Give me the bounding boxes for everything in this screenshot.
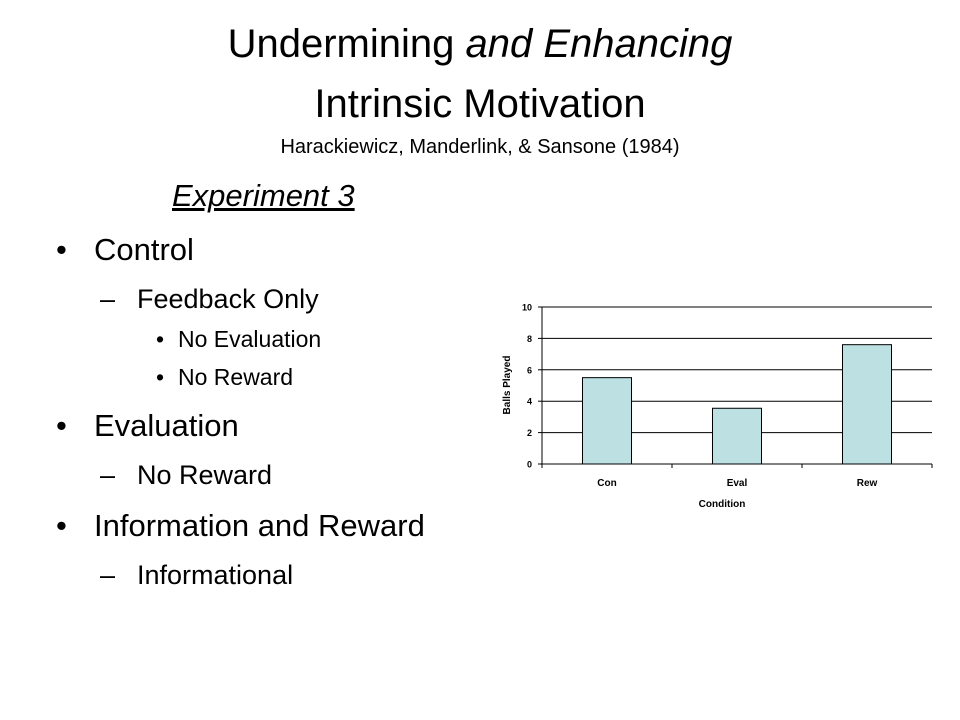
slide-title-line2: Intrinsic Motivation (314, 82, 646, 126)
bar-rew (842, 344, 892, 465)
slide-title-line1: Undermining and Enhancing (0, 22, 960, 66)
bar-con (582, 377, 632, 465)
bullet-evaluation: Evaluation (94, 408, 239, 443)
bullet-glyph: • (156, 326, 165, 352)
x-tick-label: Rew (857, 478, 878, 489)
bullet-glyph: • (56, 408, 67, 443)
x-tick-label: Eval (727, 478, 748, 489)
bullet-glyph: • (156, 364, 165, 390)
dash-glyph: – (100, 560, 116, 590)
y-axis-label: Balls Played (502, 356, 513, 415)
bullet-glyph: • (56, 508, 67, 543)
y-tick-label: 0 (527, 460, 532, 470)
title-text: Undermining (227, 22, 466, 66)
y-tick-label: 8 (527, 334, 532, 344)
bullet-control: Control (94, 232, 194, 267)
bullet-no-reward-2: No Reward (137, 460, 273, 490)
bullet-no-reward: No Reward (178, 364, 294, 390)
x-tick-label: Con (597, 478, 616, 489)
bar-eval (712, 407, 762, 465)
dash-glyph: – (100, 284, 116, 314)
y-tick-label: 2 (527, 428, 532, 438)
y-tick-label: 10 (522, 303, 532, 313)
bullet-feedback-only: Feedback Only (137, 284, 319, 314)
x-axis-label: Condition (699, 499, 746, 510)
dash-glyph: – (100, 460, 116, 490)
bullet-informational: Informational (137, 560, 294, 590)
bullet-no-evaluation: No Evaluation (178, 326, 322, 352)
experiment-heading: Experiment 3 (172, 178, 355, 213)
citation: Harackiewicz, Manderlink, & Sansone (198… (280, 136, 680, 158)
bullet-glyph: • (56, 232, 67, 267)
bullet-information-reward: Information and Reward (94, 508, 425, 543)
y-tick-label: 6 (527, 365, 532, 375)
y-tick-label: 4 (527, 397, 532, 407)
title-italic-text: and Enhancing (465, 22, 733, 66)
